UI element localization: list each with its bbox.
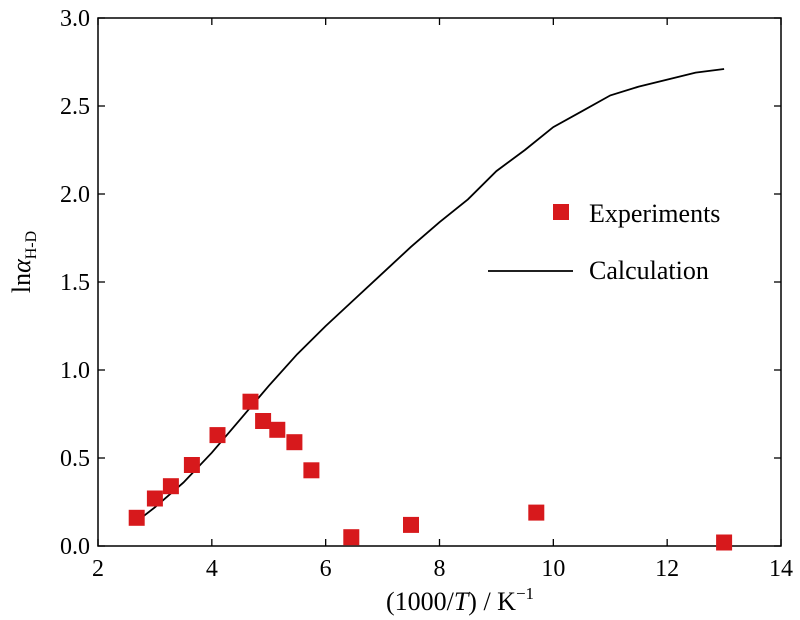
experiment-point [303,462,320,479]
x-axis-title: (1000/T) / K−1 [386,584,534,616]
y-tick-label: 3.0 [60,6,90,32]
x-tick-label: 14 [769,556,793,582]
experiment-point [242,393,259,410]
x-tick-label: 4 [206,556,218,582]
y-tick-label: 2.5 [60,94,90,120]
calculation-line [136,68,725,523]
legend-experiments-marker [553,204,569,220]
experiment-point [269,421,286,438]
experiment-point [146,490,163,507]
y-axis-title: lnαH-D [7,231,40,293]
y-axis-title-alpha: α [7,258,36,273]
y-tick-label: 0.0 [60,534,90,560]
experiment-point [528,504,545,521]
y-tick-label: 2.0 [60,182,90,208]
experiment-point [162,478,179,495]
y-axis-title-subscript: H-D [23,231,40,259]
x-tick-label: 6 [320,556,332,582]
y-tick-label: 1.0 [60,358,90,384]
experiment-point [183,457,200,473]
experiment-point [255,413,272,429]
y-axis-title-ln: ln [7,273,36,293]
experiment-point [343,529,360,546]
experiment-point [209,427,226,444]
y-tick-label: 1.5 [60,270,90,296]
legend-experiments-label: Experiments [589,199,720,228]
x-axis-title-variable: T [454,587,470,616]
x-axis-title-part: (1000/ [386,587,455,616]
x-axis-title-unit: ) / K [468,587,516,616]
legend: Experiments Calculation [488,199,720,285]
experiment-point [128,509,145,526]
x-tick-label: 2 [92,556,104,582]
x-tick-label: 10 [541,556,565,582]
x-tick-label: 12 [655,556,679,582]
experiment-point [403,516,419,533]
legend-calculation-label: Calculation [589,256,709,285]
x-axis-title-exponent: −1 [516,584,534,603]
x-tick-label: 8 [434,556,446,582]
experiment-point [286,434,303,451]
experiment-point [716,534,733,551]
y-tick-label: 0.5 [60,446,90,472]
